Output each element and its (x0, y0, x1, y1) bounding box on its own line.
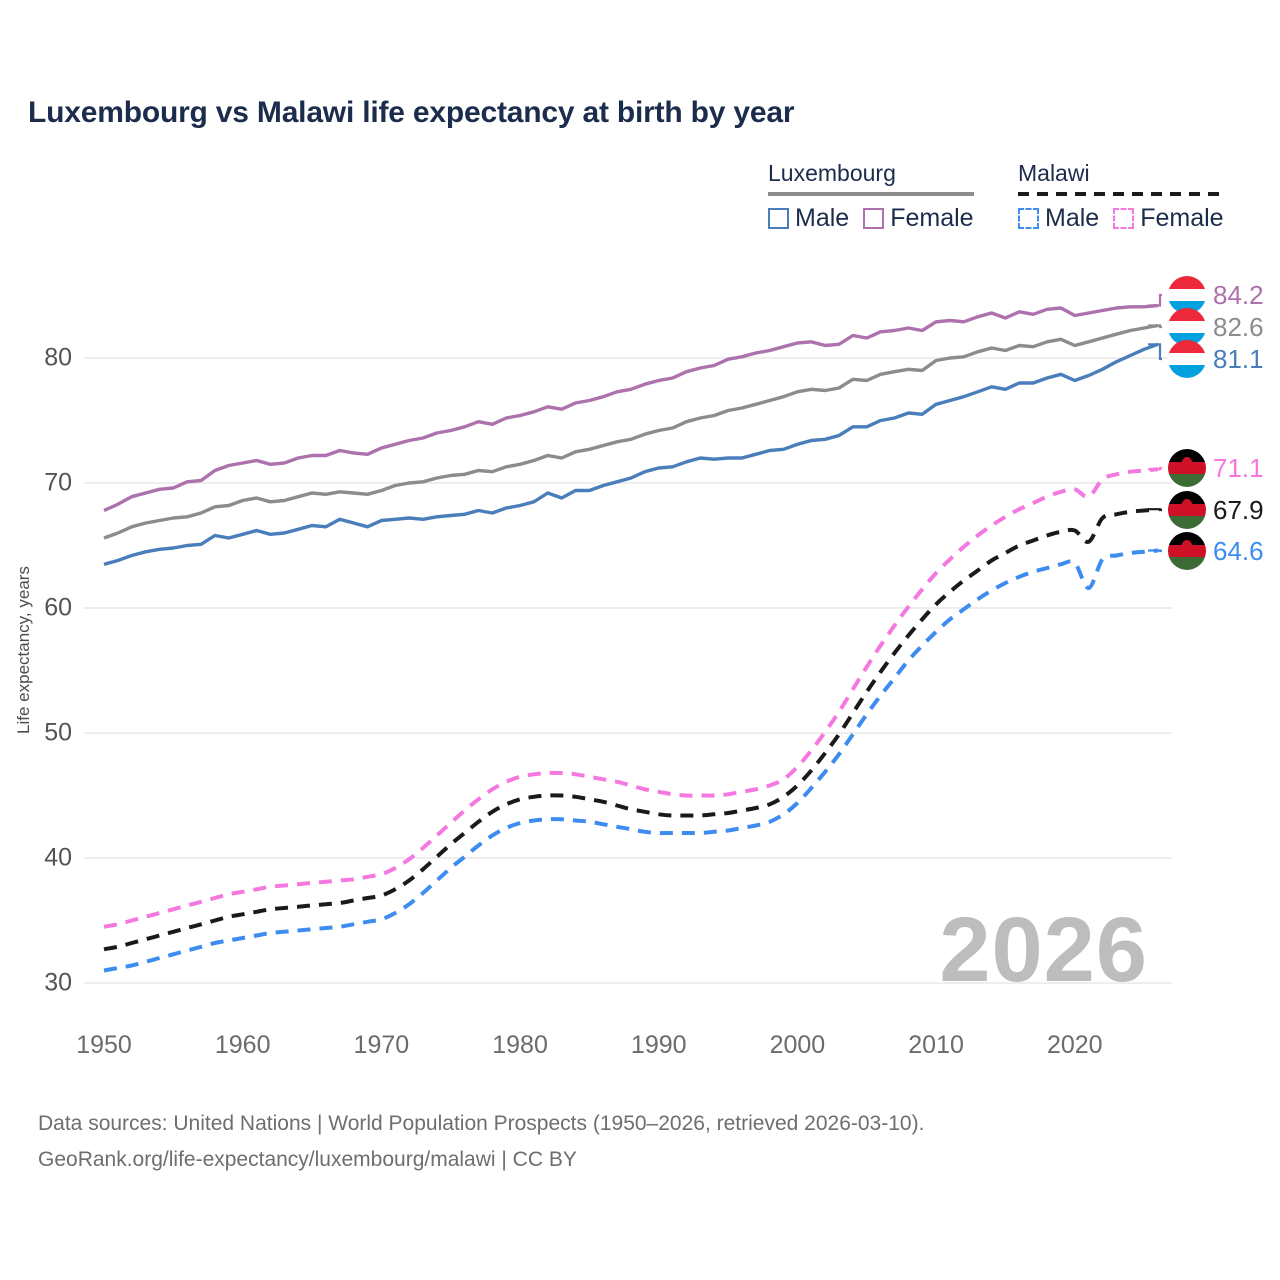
endpoint-value: 81.1 (1213, 343, 1264, 374)
chart-footer: Data sources: United Nations | World Pop… (38, 1106, 924, 1178)
endpoint-value: 71.1 (1213, 452, 1264, 483)
series-line-luxembourg-female (103, 303, 1159, 513)
y-axis-tick: 30 (44, 968, 72, 997)
luxembourg-flag-icon (1168, 308, 1206, 346)
endpoint-malawi-male[interactable]: 64.6 (1168, 532, 1264, 570)
endpoint-malawi-female[interactable]: 71.1 (1168, 449, 1264, 487)
legend-item-label: Female (890, 204, 974, 232)
legend-swatch-male (1018, 208, 1039, 229)
x-axis-tick: 2000 (769, 1031, 826, 1059)
malawi-flag-icon (1168, 491, 1206, 529)
endpoint-leader-luxembourg-female (1148, 293, 1162, 307)
endpoint-luxembourg-female[interactable]: 84.2 (1168, 276, 1264, 314)
y-axis-tick: 80 (44, 343, 72, 372)
footer-line-sources: Data sources: United Nations | World Pop… (38, 1112, 925, 1135)
x-axis-tick: 1990 (630, 1031, 687, 1059)
endpoint-leader-malawi-total (1148, 508, 1162, 512)
legend-item-malawi-male[interactable]: Male (1018, 204, 1099, 233)
x-axis-tick: 1970 (353, 1031, 410, 1059)
legend-swatch-male (768, 208, 789, 229)
endpoint-leader-malawi-male (1148, 549, 1162, 553)
series-line-luxembourg-male (103, 342, 1159, 566)
endpoint-luxembourg-male[interactable]: 81.1 (1168, 340, 1264, 378)
endpoint-leader-luxembourg-male (1148, 343, 1162, 361)
endpoint-leader-malawi-female (1148, 466, 1162, 471)
endpoint-value: 84.2 (1213, 279, 1264, 310)
series-line-malawi-female (103, 467, 1159, 929)
legend-country-rule (1018, 192, 1224, 196)
legend-country-label: Luxembourg (768, 160, 896, 186)
legend-swatch-female (863, 208, 885, 229)
y-axis-tick: 70 (44, 468, 72, 497)
x-axis-tick: 1950 (76, 1031, 132, 1059)
footer-line-attribution: GeoRank.org/life-expectancy/luxembourg/m… (38, 1148, 577, 1171)
series-line-luxembourg-total (103, 323, 1159, 540)
year-watermark: 2026 (939, 899, 1148, 1001)
legend-item-label: Female (1140, 204, 1224, 232)
legend-swatch-female (1113, 208, 1135, 229)
luxembourg-flag-icon (1168, 340, 1206, 378)
endpoint-malawi-total[interactable]: 67.9 (1168, 491, 1264, 529)
y-axis-tick: 50 (44, 718, 72, 747)
x-axis-tick: 1980 (492, 1031, 548, 1059)
y-axis-tick: 60 (44, 593, 72, 622)
legend-country-label: Malawi (1018, 160, 1090, 186)
legend-item-luxembourg-female[interactable]: Female (863, 204, 974, 233)
page-title: Luxembourg vs Malawi life expectancy at … (28, 96, 795, 129)
series-line-malawi-total (103, 507, 1159, 952)
x-axis-tick: 2020 (1046, 1031, 1103, 1059)
endpoint-luxembourg-total[interactable]: 82.6 (1168, 308, 1264, 346)
legend-item-malawi-female[interactable]: Female (1113, 204, 1224, 233)
legend-country-rule (768, 192, 974, 196)
legend-item-label: Male (1045, 204, 1100, 232)
series-line-malawi-male (103, 548, 1159, 973)
endpoint-value: 67.9 (1213, 494, 1264, 525)
legend-item-luxembourg-male[interactable]: Male (768, 204, 849, 233)
malawi-flag-icon (1168, 449, 1206, 487)
endpoint-value: 82.6 (1213, 311, 1264, 342)
legend-group-malawi: Malawi Male Female (1018, 160, 1224, 233)
luxembourg-flag-icon (1168, 276, 1206, 314)
legend-group-luxembourg: Luxembourg Male Female (768, 160, 974, 233)
legend-item-label: Male (795, 204, 850, 232)
x-axis-tick: 1960 (214, 1031, 271, 1059)
endpoint-value: 64.6 (1213, 535, 1264, 566)
y-axis-tick: 40 (44, 843, 72, 872)
chart-legend: Luxembourg Male Female Malawi Male (760, 160, 1260, 240)
x-axis-tick: 2010 (908, 1031, 964, 1059)
malawi-flag-icon (1168, 532, 1206, 570)
endpoint-leader-luxembourg-total (1148, 324, 1162, 329)
